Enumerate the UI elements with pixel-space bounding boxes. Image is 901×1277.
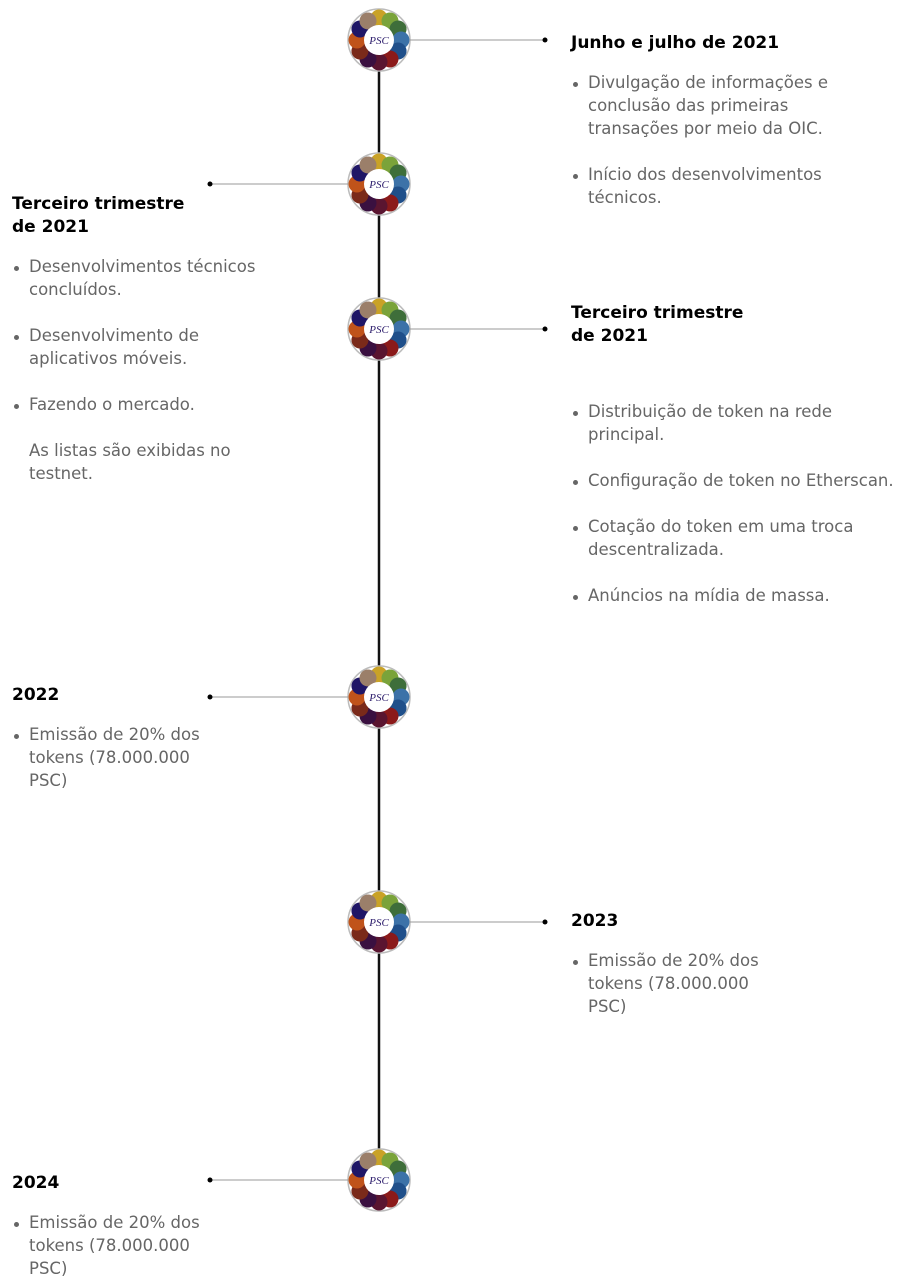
connector-dot [542, 37, 548, 43]
milestone: Terceiro trimestre de 2021 Desenvolviment… [12, 193, 292, 485]
connector-dot [542, 326, 548, 332]
logo-center [364, 682, 394, 712]
logo-dot [359, 156, 377, 174]
connector-dot [207, 1177, 213, 1183]
milestone-item: Cotação do token em uma troca descentral… [571, 515, 896, 561]
milestone-logo: PSC [347, 665, 411, 729]
milestone-title: Junho e julho de 2021 [571, 33, 780, 53]
milestone: 2022 Emissão de 20% dos tokens (78.000.00… [12, 684, 202, 815]
logo-dot [359, 669, 377, 687]
milestone-title: Terceiro trimestre de 2021 [571, 303, 744, 346]
milestone-item: Emissão de 20% dos tokens (78.000.000 PS… [571, 949, 761, 1018]
logo-text: PSC [368, 324, 389, 336]
milestone-item: Emissão de 20% dos tokens (78.000.000 PS… [12, 1211, 202, 1277]
milestone-logo: PSC [347, 890, 411, 954]
logo-center [364, 1165, 394, 1195]
logo-center [364, 25, 394, 55]
milestone: 2024 Emissão de 20% dos tokens (78.000.00… [12, 1172, 202, 1277]
connector-dot [542, 919, 548, 925]
milestone-note: As listas são exibidas no testnet. [29, 441, 231, 483]
connector-dot [207, 694, 213, 700]
logo-text: PSC [368, 917, 389, 929]
milestone-item: Desenvolvimento de aplicativos móveis. [12, 324, 292, 370]
logo-dot [359, 12, 377, 30]
milestone: Terceiro trimestre de 2021 Distribuição d… [571, 302, 896, 630]
milestone-logo: PSC [347, 297, 411, 361]
connector-dot [207, 181, 213, 187]
milestone-item: Desenvolvimentos técnicos concluídos. [12, 255, 292, 301]
logo-text: PSC [368, 179, 389, 191]
milestone-logo: PSC [347, 152, 411, 216]
logo-text: PSC [368, 1175, 389, 1187]
logo-text: PSC [368, 35, 389, 47]
milestone-title: 2024 [12, 1173, 60, 1193]
logo-dot [359, 1152, 377, 1170]
milestone: Junho e julho de 2021 Divulgação de infor… [571, 32, 871, 232]
milestone-logo: PSC [347, 1148, 411, 1212]
milestone-logo: PSC [347, 8, 411, 72]
milestone-title: 2023 [571, 911, 619, 931]
milestone-item: Divulgação de informações e conclusão da… [571, 71, 871, 140]
milestone-item: Configuração de token no Etherscan. [571, 469, 896, 492]
logo-text: PSC [368, 692, 389, 704]
logo-center [364, 314, 394, 344]
logo-dot [359, 301, 377, 319]
milestone-title: Terceiro trimestre de 2021 [12, 194, 185, 237]
logo-center [364, 907, 394, 937]
logo-dot [359, 894, 377, 912]
milestone-item: Distribuição de token na rede principal. [571, 400, 896, 446]
milestone-item: Anúncios na mídia de massa. [571, 584, 896, 607]
milestone: 2023 Emissão de 20% dos tokens (78.000.00… [571, 910, 761, 1041]
milestone-title: 2022 [12, 685, 60, 705]
milestone-item: Início dos desenvolvimentos técnicos. [571, 163, 871, 209]
milestone-item: Emissão de 20% dos tokens (78.000.000 PS… [12, 723, 202, 792]
milestone-item: Fazendo o mercado. [12, 393, 292, 416]
logo-center [364, 169, 394, 199]
